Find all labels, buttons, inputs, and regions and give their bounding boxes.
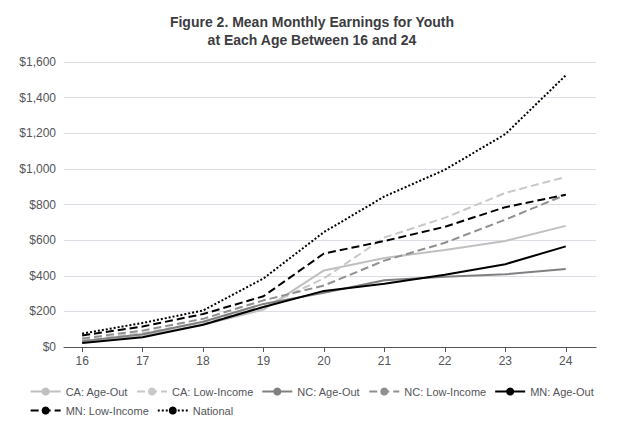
svg-text:CA: Age-Out: CA: Age-Out [66, 386, 128, 398]
svg-text:$200: $200 [29, 304, 56, 318]
svg-text:Figure 2. Mean Monthly Earning: Figure 2. Mean Monthly Earnings for Yout… [170, 14, 454, 30]
svg-text:at Each Age Between 16 and 24: at Each Age Between 16 and 24 [208, 32, 417, 48]
svg-text:$1,000: $1,000 [19, 162, 56, 176]
svg-text:NC: Low-Income: NC: Low-Income [404, 386, 486, 398]
svg-text:CA: Low-Income: CA: Low-Income [172, 386, 253, 398]
svg-text:$0: $0 [43, 340, 57, 354]
svg-text:$1,400: $1,400 [19, 91, 56, 105]
svg-text:20: 20 [317, 354, 331, 368]
svg-text:18: 18 [196, 354, 210, 368]
svg-text:MN: Low-Income: MN: Low-Income [66, 405, 149, 417]
svg-text:17: 17 [136, 354, 150, 368]
svg-text:16: 16 [75, 354, 89, 368]
svg-text:NC: Age-Out: NC: Age-Out [297, 386, 359, 398]
svg-text:$600: $600 [29, 233, 56, 247]
svg-text:21: 21 [378, 354, 392, 368]
svg-text:24: 24 [559, 354, 573, 368]
svg-text:MN: Age-Out: MN: Age-Out [530, 386, 594, 398]
svg-text:$1,600: $1,600 [19, 55, 56, 69]
svg-text:19: 19 [257, 354, 271, 368]
svg-text:22: 22 [438, 354, 452, 368]
svg-text:$400: $400 [29, 269, 56, 283]
svg-text:$800: $800 [29, 198, 56, 212]
svg-text:23: 23 [499, 354, 513, 368]
svg-text:$1,200: $1,200 [19, 126, 56, 140]
svg-text:National: National [193, 405, 233, 417]
